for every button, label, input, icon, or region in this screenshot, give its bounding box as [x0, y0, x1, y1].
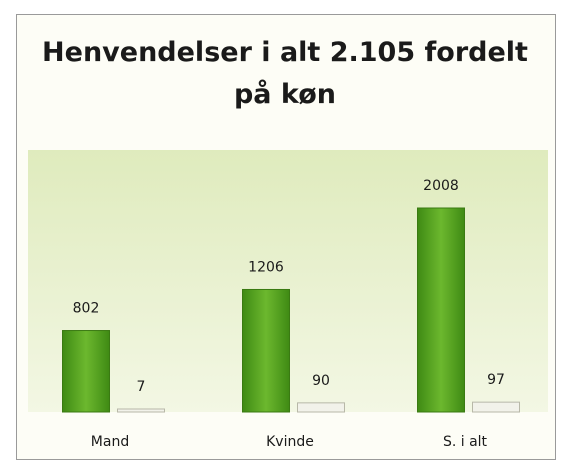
data-label: 90 — [312, 373, 330, 389]
data-label: 2008 — [423, 178, 459, 194]
bar — [472, 401, 520, 413]
data-label: 7 — [137, 379, 146, 395]
chart-title: Henvendelser i alt 2.105 fordelt på køn — [42, 37, 528, 110]
bar — [62, 330, 110, 413]
data-label: 1206 — [248, 259, 284, 275]
data-label: 802 — [73, 301, 100, 317]
x-tick-label: S. i alt — [443, 434, 488, 450]
bar — [417, 207, 465, 413]
data-label: 97 — [487, 372, 505, 388]
bar — [117, 408, 165, 413]
x-tick-label: Mand — [91, 434, 129, 450]
bar — [297, 402, 345, 413]
bar — [242, 288, 290, 413]
x-tick-label: Kvinde — [266, 434, 314, 450]
